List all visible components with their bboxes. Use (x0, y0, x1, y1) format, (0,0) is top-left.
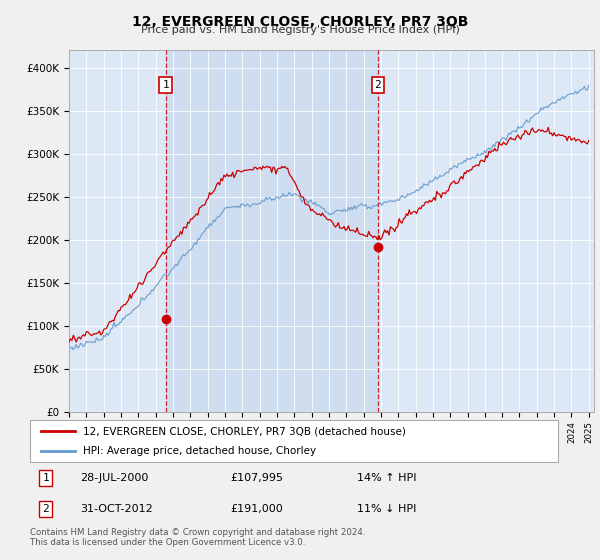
Text: 31-OCT-2012: 31-OCT-2012 (80, 504, 153, 514)
Text: Contains HM Land Registry data © Crown copyright and database right 2024.
This d: Contains HM Land Registry data © Crown c… (30, 528, 365, 547)
Text: HPI: Average price, detached house, Chorley: HPI: Average price, detached house, Chor… (83, 446, 316, 456)
Text: 28-JUL-2000: 28-JUL-2000 (80, 473, 149, 483)
Text: 12, EVERGREEN CLOSE, CHORLEY, PR7 3QB (detached house): 12, EVERGREEN CLOSE, CHORLEY, PR7 3QB (d… (83, 426, 406, 436)
Text: 2: 2 (374, 80, 382, 90)
Text: 2: 2 (43, 504, 49, 514)
Text: 11% ↓ HPI: 11% ↓ HPI (358, 504, 417, 514)
Text: 14% ↑ HPI: 14% ↑ HPI (358, 473, 417, 483)
FancyBboxPatch shape (30, 420, 558, 462)
Text: 12, EVERGREEN CLOSE, CHORLEY, PR7 3QB: 12, EVERGREEN CLOSE, CHORLEY, PR7 3QB (132, 15, 468, 29)
Text: £107,995: £107,995 (230, 473, 284, 483)
Text: £191,000: £191,000 (230, 504, 283, 514)
Text: 1: 1 (163, 80, 169, 90)
Text: Price paid vs. HM Land Registry's House Price Index (HPI): Price paid vs. HM Land Registry's House … (140, 25, 460, 35)
Bar (166, 50, 378, 412)
Text: 1: 1 (43, 473, 49, 483)
